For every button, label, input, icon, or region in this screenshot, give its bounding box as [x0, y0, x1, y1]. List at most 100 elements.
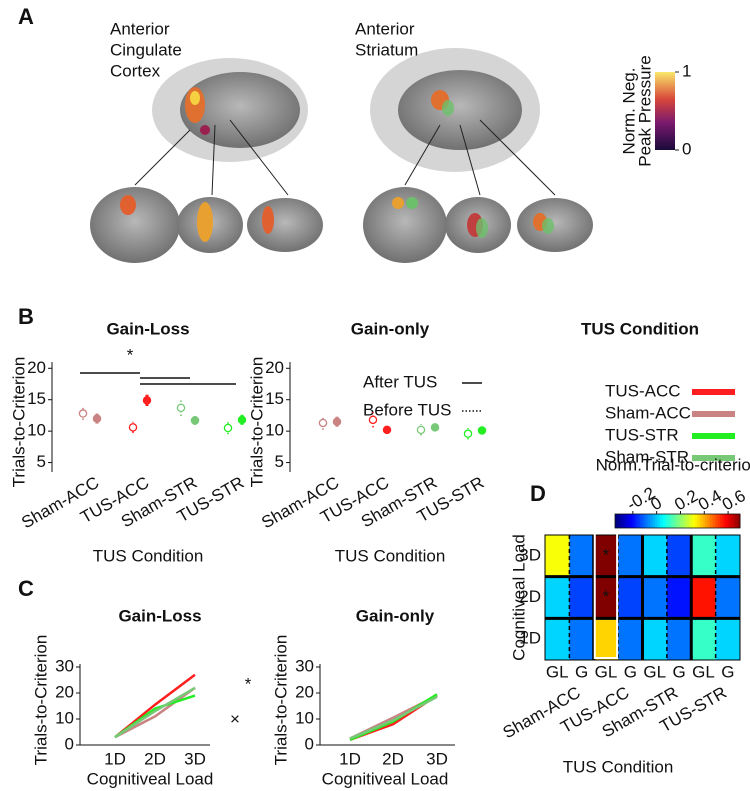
point: [176, 403, 186, 413]
x-tick-label: 3D: [184, 749, 206, 768]
y-tick-label: 20: [265, 358, 284, 377]
y-axis-label: Trials-to-Criterion: [31, 635, 50, 766]
chart-title: Gain-Loss: [106, 319, 189, 338]
point: [142, 396, 152, 405]
colorbar-tick-label: 1: [682, 61, 691, 80]
heatmap-cell: [715, 576, 741, 619]
heatmap-cell: [593, 618, 619, 661]
column-label: GL: [595, 662, 618, 681]
x-tick-label: 2D: [382, 749, 404, 768]
colorbar-segment: [645, 514, 648, 528]
interaction-symbol: ×: [230, 709, 240, 728]
x-tick-label: 1D: [104, 749, 126, 768]
colorbar-segment: [695, 514, 698, 528]
colorbar-segment: [632, 514, 636, 528]
y-tick-label: 5: [275, 452, 284, 471]
colorbar-segment: [642, 514, 646, 528]
colorbar-segment: [680, 514, 683, 528]
point: [463, 429, 473, 438]
significance-star: *: [603, 545, 610, 564]
y-tick-label: 10: [27, 421, 46, 440]
colorbar-segment: [717, 514, 721, 528]
heatmap-frame: [544, 534, 741, 661]
column-label: G: [672, 662, 685, 681]
heatmap-cell: [545, 576, 570, 619]
legend-label: Sham-STR: [605, 447, 689, 466]
legend-label: Sham-ACC: [605, 403, 691, 422]
colorbar-label: Norm. Neg.: [619, 68, 638, 155]
panel-label: D: [530, 481, 546, 506]
heatmap-cell: [642, 618, 668, 661]
y-tick-label: 20: [295, 682, 314, 701]
heatmap-cell: [618, 535, 643, 577]
legend-label: TUS-STR: [605, 425, 679, 444]
series-line: [349, 695, 438, 740]
colorbar-segment: [640, 514, 643, 528]
colorbar-segment: [720, 514, 723, 528]
point: [318, 418, 328, 428]
point: [190, 416, 200, 425]
colorbar-segment: [622, 514, 626, 528]
colorbar-segment: [635, 514, 638, 528]
column-label: G: [624, 662, 637, 681]
heatmap-cell: [715, 618, 741, 661]
x-axis-label: Cognitiveal Load: [87, 769, 214, 788]
point: [92, 414, 102, 423]
colorbar-segment: [670, 514, 673, 528]
region-title: Anterior: [355, 19, 415, 38]
chart-title: Gain-only: [351, 319, 430, 338]
significance-star: *: [245, 674, 252, 693]
panel-label: A: [18, 4, 34, 29]
colorbar-tick-label: 0: [647, 493, 665, 514]
y-tick-label: 0: [305, 734, 314, 753]
heatmap-cell: [666, 576, 692, 619]
point: [382, 425, 392, 435]
series-line: [114, 686, 196, 739]
row-label: 2D: [519, 587, 541, 606]
region-title: Cingulate: [110, 40, 182, 59]
point: [237, 415, 247, 425]
colorbar-segment: [647, 514, 651, 528]
point: [416, 425, 426, 435]
colorbar-segment: [615, 514, 618, 528]
y-tick-label: 20: [55, 682, 74, 701]
y-axis-label: Cognitiveal Load: [509, 534, 528, 661]
colorbar-segment: [730, 514, 733, 528]
y-axis-label: Trials-to-Criterion: [271, 635, 290, 766]
colorbar-segment: [712, 514, 716, 528]
y-tick-label: 0: [65, 734, 74, 753]
heatmap-cell: [618, 618, 643, 661]
colorbar-segment: [690, 514, 693, 528]
column-label: GL: [692, 662, 715, 681]
colorbar-tick-label: 0: [682, 139, 691, 158]
row-label: 1D: [519, 629, 541, 648]
heatmap-cell: [691, 618, 716, 661]
colorbar-segment: [660, 514, 663, 528]
colorbar-segment: [722, 514, 726, 528]
colorbar-frame: [614, 513, 741, 529]
legend-label: Before TUS: [363, 400, 452, 419]
pressure-colorbar: [655, 72, 675, 150]
y-tick-label: 10: [55, 708, 74, 727]
point: [430, 423, 440, 432]
heatmap-cell: [691, 535, 716, 577]
colorbar-segment: [700, 514, 703, 528]
heatmap-cell: [715, 535, 741, 577]
colorbar-segment: [617, 514, 621, 528]
point: [368, 415, 378, 425]
x-axis-label: TUS Condition: [93, 546, 204, 565]
colorbar-segment: [657, 514, 661, 528]
y-tick-label: 15: [265, 389, 284, 408]
x-axis-label: TUS Condition: [335, 546, 446, 565]
colorbar-segment: [637, 514, 641, 528]
colorbar-segment: [630, 514, 633, 528]
heatmap-cell: [642, 535, 668, 577]
legend-label: After TUS: [363, 372, 437, 391]
colorbar-segment: [687, 514, 691, 528]
colorbar-segment: [677, 514, 681, 528]
y-axis-label: Trials-to-Criterion: [247, 357, 266, 488]
point: [332, 417, 342, 426]
colorbar-segment: [710, 514, 713, 528]
row-label: 3D: [519, 545, 541, 564]
